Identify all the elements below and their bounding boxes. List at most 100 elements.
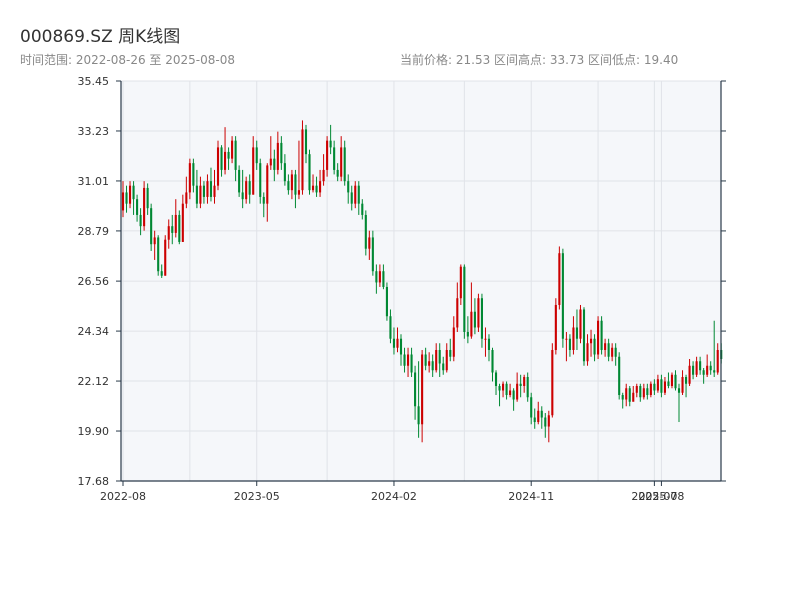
candle bbox=[234, 136, 237, 182]
candle bbox=[428, 352, 431, 373]
candle-body bbox=[336, 169, 339, 177]
candle-body bbox=[621, 395, 624, 400]
candle bbox=[421, 349, 424, 443]
candle-body bbox=[128, 185, 132, 204]
candle-body bbox=[575, 327, 579, 339]
candle-body bbox=[597, 320, 600, 355]
candle-body bbox=[593, 338, 596, 355]
candle bbox=[526, 372, 529, 402]
candle-body bbox=[199, 185, 202, 204]
candle bbox=[547, 410, 550, 443]
candle bbox=[561, 248, 564, 348]
candle-body bbox=[364, 214, 367, 249]
candle bbox=[604, 338, 607, 357]
candle-body bbox=[273, 158, 276, 170]
candle-body bbox=[160, 271, 163, 276]
candle bbox=[456, 282, 459, 332]
candle bbox=[410, 347, 413, 378]
x-tick-label: 2025-07 bbox=[631, 490, 677, 503]
candle bbox=[575, 309, 579, 350]
x-tick-label: 2024-11 bbox=[508, 490, 554, 503]
candle-body bbox=[287, 181, 290, 191]
candle-body bbox=[245, 181, 248, 200]
candle-body bbox=[269, 158, 272, 166]
candle bbox=[354, 181, 357, 209]
candle bbox=[403, 347, 406, 373]
candle bbox=[635, 383, 638, 398]
x-tick-label: 2024-02 bbox=[371, 490, 417, 503]
candle bbox=[463, 264, 466, 339]
candle-body bbox=[167, 226, 170, 240]
candle bbox=[283, 154, 286, 186]
candle bbox=[632, 386, 635, 402]
candle-body bbox=[604, 343, 607, 350]
candle-body bbox=[283, 163, 286, 182]
candle-body bbox=[262, 196, 265, 204]
candle-body bbox=[157, 237, 160, 272]
candle-body bbox=[153, 237, 156, 245]
candle-body bbox=[445, 349, 448, 371]
candle bbox=[491, 347, 494, 382]
candle bbox=[301, 120, 304, 195]
candle-body bbox=[625, 388, 628, 400]
candle bbox=[551, 343, 554, 418]
y-tick-label: 19.90 bbox=[78, 425, 110, 438]
candle-body bbox=[389, 316, 392, 339]
candle bbox=[146, 183, 149, 215]
candle bbox=[280, 136, 283, 170]
candle-body bbox=[132, 185, 135, 200]
candle bbox=[132, 181, 135, 215]
candle bbox=[674, 370, 677, 391]
x-tick-label: 2025-08 bbox=[638, 490, 684, 503]
candle-body bbox=[614, 347, 617, 357]
candle bbox=[185, 176, 188, 209]
candle bbox=[597, 316, 600, 359]
candle-body bbox=[523, 377, 526, 387]
candle-body bbox=[216, 147, 220, 186]
candle-body bbox=[414, 372, 417, 407]
price-stats-text: 当前价格: 21.53 区间高点: 33.73 区间低点: 19.40 bbox=[400, 53, 679, 67]
candle bbox=[512, 388, 515, 411]
candle bbox=[322, 154, 325, 186]
candle bbox=[371, 230, 374, 276]
candle bbox=[336, 163, 339, 182]
candle bbox=[593, 334, 596, 362]
candle-body bbox=[554, 304, 557, 350]
candle-body bbox=[660, 379, 663, 393]
candle-body bbox=[505, 383, 508, 396]
candle bbox=[319, 169, 322, 197]
candle bbox=[554, 298, 557, 355]
candle bbox=[533, 408, 536, 429]
candle-body bbox=[547, 415, 550, 427]
candle bbox=[209, 167, 213, 202]
candle bbox=[202, 181, 205, 204]
candle bbox=[157, 235, 160, 276]
candle-body bbox=[322, 169, 325, 182]
candle bbox=[487, 334, 491, 362]
candle-body bbox=[702, 370, 705, 375]
candle bbox=[470, 282, 473, 339]
candle bbox=[255, 140, 258, 170]
y-tick-label: 17.68 bbox=[78, 475, 110, 488]
candle bbox=[315, 176, 318, 197]
candle bbox=[174, 199, 177, 238]
candle-body bbox=[206, 181, 209, 197]
candle bbox=[399, 334, 403, 366]
candle-body bbox=[428, 361, 431, 366]
candle-body bbox=[125, 192, 128, 204]
candle bbox=[544, 413, 547, 438]
candle bbox=[459, 264, 462, 305]
candle bbox=[329, 124, 332, 155]
candle bbox=[692, 361, 695, 380]
candle-body bbox=[561, 253, 564, 339]
candle bbox=[241, 169, 244, 209]
candle-body bbox=[136, 199, 139, 215]
candle bbox=[706, 354, 709, 378]
candle-body bbox=[227, 151, 230, 159]
candle-body bbox=[516, 383, 519, 400]
candle-body bbox=[294, 174, 297, 195]
candle bbox=[484, 327, 487, 357]
candle bbox=[150, 203, 153, 251]
candle bbox=[252, 136, 255, 195]
candle-body bbox=[375, 271, 378, 283]
